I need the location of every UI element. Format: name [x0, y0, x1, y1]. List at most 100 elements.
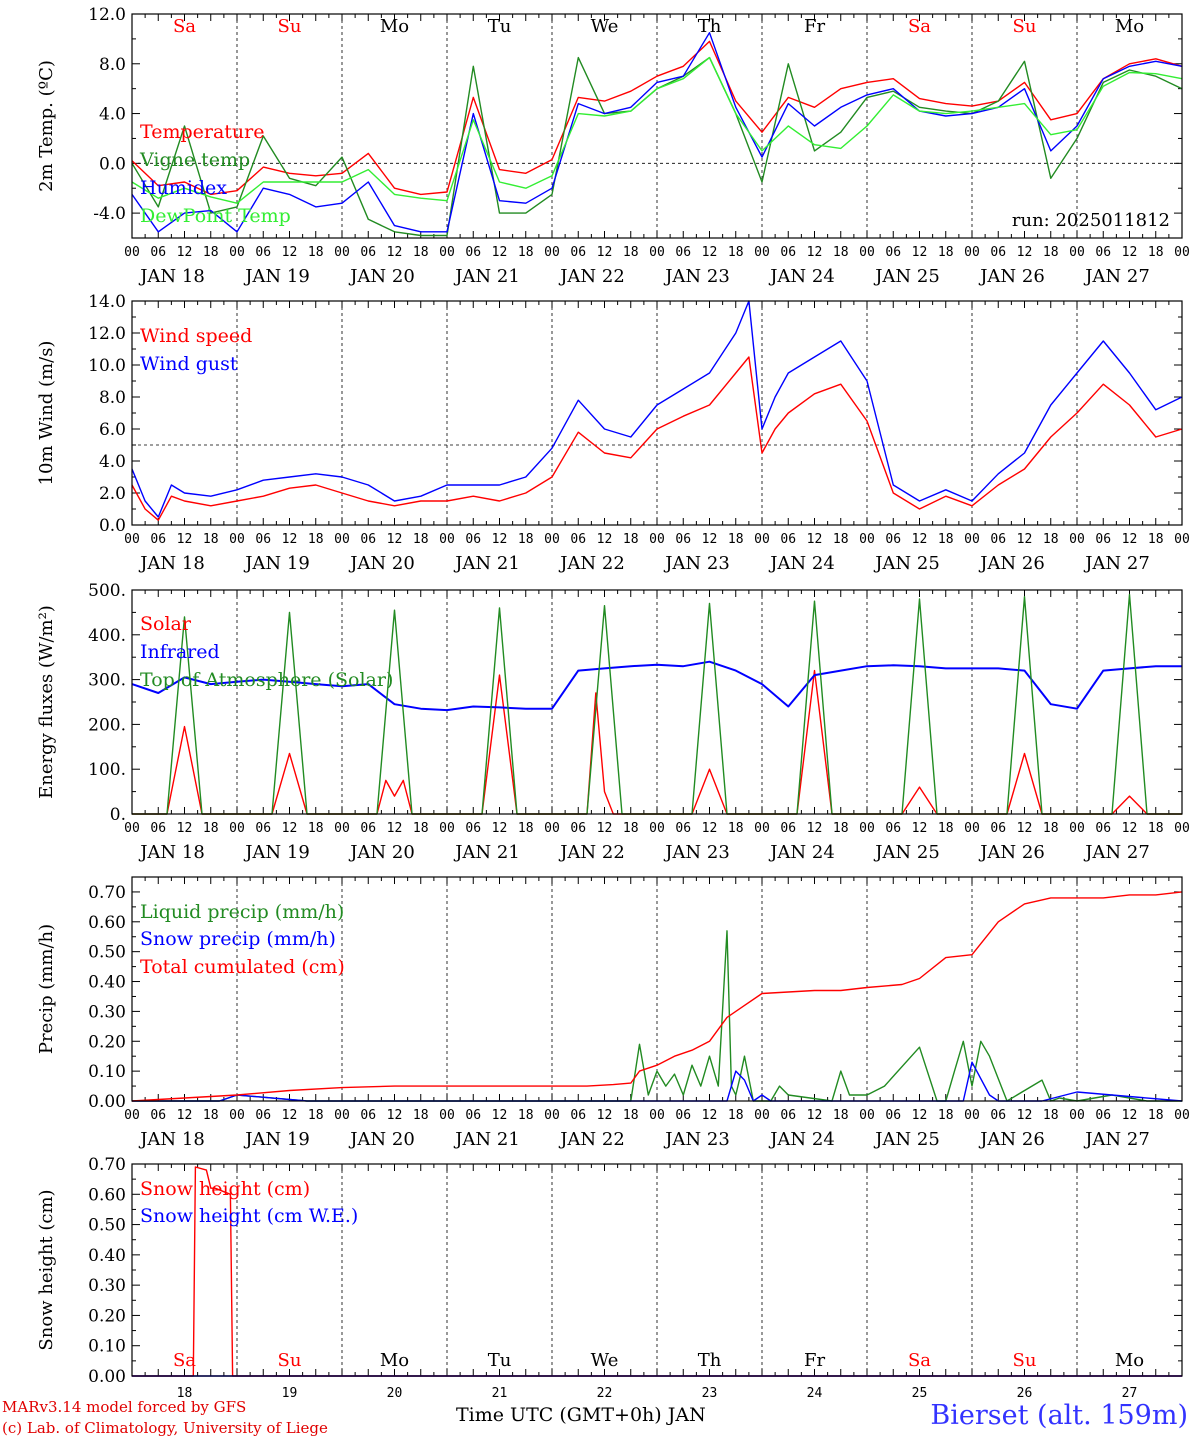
hour-tick-label: 00: [1069, 1108, 1085, 1123]
hour-tick-label: 06: [780, 245, 796, 260]
date-label: JAN 20: [348, 842, 415, 863]
hour-tick-label: 00: [649, 532, 665, 547]
hour-tick-label: 18: [728, 245, 744, 260]
hour-tick-label: 12: [912, 532, 928, 547]
hour-tick-label: 12: [597, 1108, 613, 1123]
hour-tick-label: 00: [334, 245, 350, 260]
hour-tick-label: 18: [1043, 245, 1059, 260]
hour-tick-label: 06: [885, 245, 901, 260]
hour-tick-label: 00: [334, 821, 350, 836]
hour-tick-label: 00: [964, 532, 980, 547]
hour-tick-label: 00: [859, 1108, 875, 1123]
hour-tick-label: 00: [229, 1108, 245, 1123]
date-label: JAN 19: [243, 842, 310, 863]
day-number-label: 26: [1017, 1386, 1033, 1401]
hour-tick-label: 12: [807, 532, 823, 547]
hour-tick-label: 12: [387, 821, 403, 836]
hour-tick-label: 06: [675, 532, 691, 547]
y-tick-label: 0.10: [88, 1062, 126, 1082]
y-tick-label: 0.40: [88, 1246, 126, 1266]
hour-tick-label: 18: [518, 821, 534, 836]
day-number-label: 24: [807, 1386, 823, 1401]
panel-snow: 0.00 0.10 0.20 0.30 0.40 0.50 0.60 0.70 Snow hei…: [36, 1155, 1183, 1401]
hour-tick-label: 18: [203, 245, 219, 260]
y-tick-label: 200.: [88, 715, 126, 735]
hour-tick-label: 00: [1069, 532, 1085, 547]
y-tick-label: 8.0: [99, 388, 126, 408]
hour-tick-label: 06: [885, 821, 901, 836]
hour-tick-label: 06: [570, 821, 586, 836]
hour-tick-label: 06: [1095, 245, 1111, 260]
y-axis-label: Energy fluxes (W/m²): [36, 605, 57, 799]
hour-tick-label: 00: [439, 245, 455, 260]
date-label: JAN 27: [1083, 266, 1150, 287]
hour-tick-label: 06: [360, 245, 376, 260]
hour-tick-label: 12: [177, 245, 193, 260]
hour-tick-label: 12: [177, 1108, 193, 1123]
hour-tick-label: 00: [1069, 821, 1085, 836]
hour-tick-label: 18: [1148, 821, 1164, 836]
date-label: JAN 21: [453, 1129, 520, 1150]
hour-tick-label: 06: [780, 532, 796, 547]
date-label: JAN 26: [978, 842, 1045, 863]
date-label: JAN 19: [243, 1129, 310, 1150]
y-axis-label: 2m Temp. (ºC): [36, 60, 57, 192]
hour-tick-label: 12: [1122, 245, 1138, 260]
hour-tick-label: 00: [544, 245, 560, 260]
hour-tick-label: 00: [124, 1108, 140, 1123]
y-axis-label: Snow height (cm): [36, 1189, 57, 1350]
y-tick-label: 0.70: [88, 883, 126, 903]
station-label: Bierset (alt. 159m): [930, 1400, 1188, 1431]
date-label: JAN 22: [558, 842, 625, 863]
y-tick-label: 500.: [88, 581, 126, 601]
hour-tick-label: 18: [623, 1108, 639, 1123]
y-tick-label: 0.60: [88, 913, 126, 933]
hour-tick-label: 00: [964, 821, 980, 836]
hour-tick-label: 00: [964, 245, 980, 260]
y-tick-label: 300.: [88, 671, 126, 691]
series-line-2: [131, 32, 1183, 233]
legend-entry: Wind speed: [140, 325, 252, 347]
hour-tick-label: 18: [833, 821, 849, 836]
hour-tick-label: 18: [833, 1108, 849, 1123]
date-label: JAN 20: [348, 553, 415, 574]
y-tick-label: 14.0: [88, 292, 126, 312]
series-line-1: [131, 660, 1182, 712]
date-label: JAN 22: [558, 553, 625, 574]
hour-tick-label: 06: [570, 245, 586, 260]
hour-tick-label: 12: [492, 821, 508, 836]
legend-entry: DewPoint Temp: [140, 205, 291, 227]
date-label: JAN 24: [768, 842, 835, 863]
day-number-label: 18: [177, 1386, 193, 1401]
date-label: JAN 18: [138, 1129, 205, 1150]
day-number-label: 23: [702, 1386, 718, 1401]
y-tick-label: 0.30: [88, 1276, 126, 1296]
hour-tick-label: 18: [518, 1108, 534, 1123]
hour-tick-label: 06: [570, 532, 586, 547]
hour-tick-label: 18: [413, 245, 429, 260]
hour-tick-label: 12: [492, 245, 508, 260]
weekday-label: Th: [698, 16, 722, 37]
weekday-label: Sa: [908, 16, 931, 37]
hour-tick-label: 12: [807, 1108, 823, 1123]
y-tick-label: 10.0: [88, 356, 126, 376]
hour-tick-label: 06: [1095, 821, 1111, 836]
hour-tick-label: 06: [675, 1108, 691, 1123]
hour-tick-label: 18: [728, 821, 744, 836]
hour-tick-label: 06: [780, 821, 796, 836]
hour-tick-label: 12: [282, 245, 298, 260]
hour-tick-label: 12: [177, 532, 193, 547]
hour-tick-label: 06: [990, 1108, 1006, 1123]
hour-tick-label: 00: [859, 821, 875, 836]
hour-tick-label: 18: [518, 245, 534, 260]
series-line-0: [131, 40, 1183, 196]
hour-tick-label: 06: [675, 245, 691, 260]
hour-tick-label: 06: [255, 821, 271, 836]
date-label: JAN 18: [138, 266, 205, 287]
weekday-label: Mo: [1115, 16, 1144, 37]
hour-tick-label: 18: [938, 532, 954, 547]
weekday-label: Th: [698, 1350, 722, 1371]
y-tick-label: 0.00: [88, 1092, 126, 1112]
hour-tick-label: 12: [1122, 1108, 1138, 1123]
